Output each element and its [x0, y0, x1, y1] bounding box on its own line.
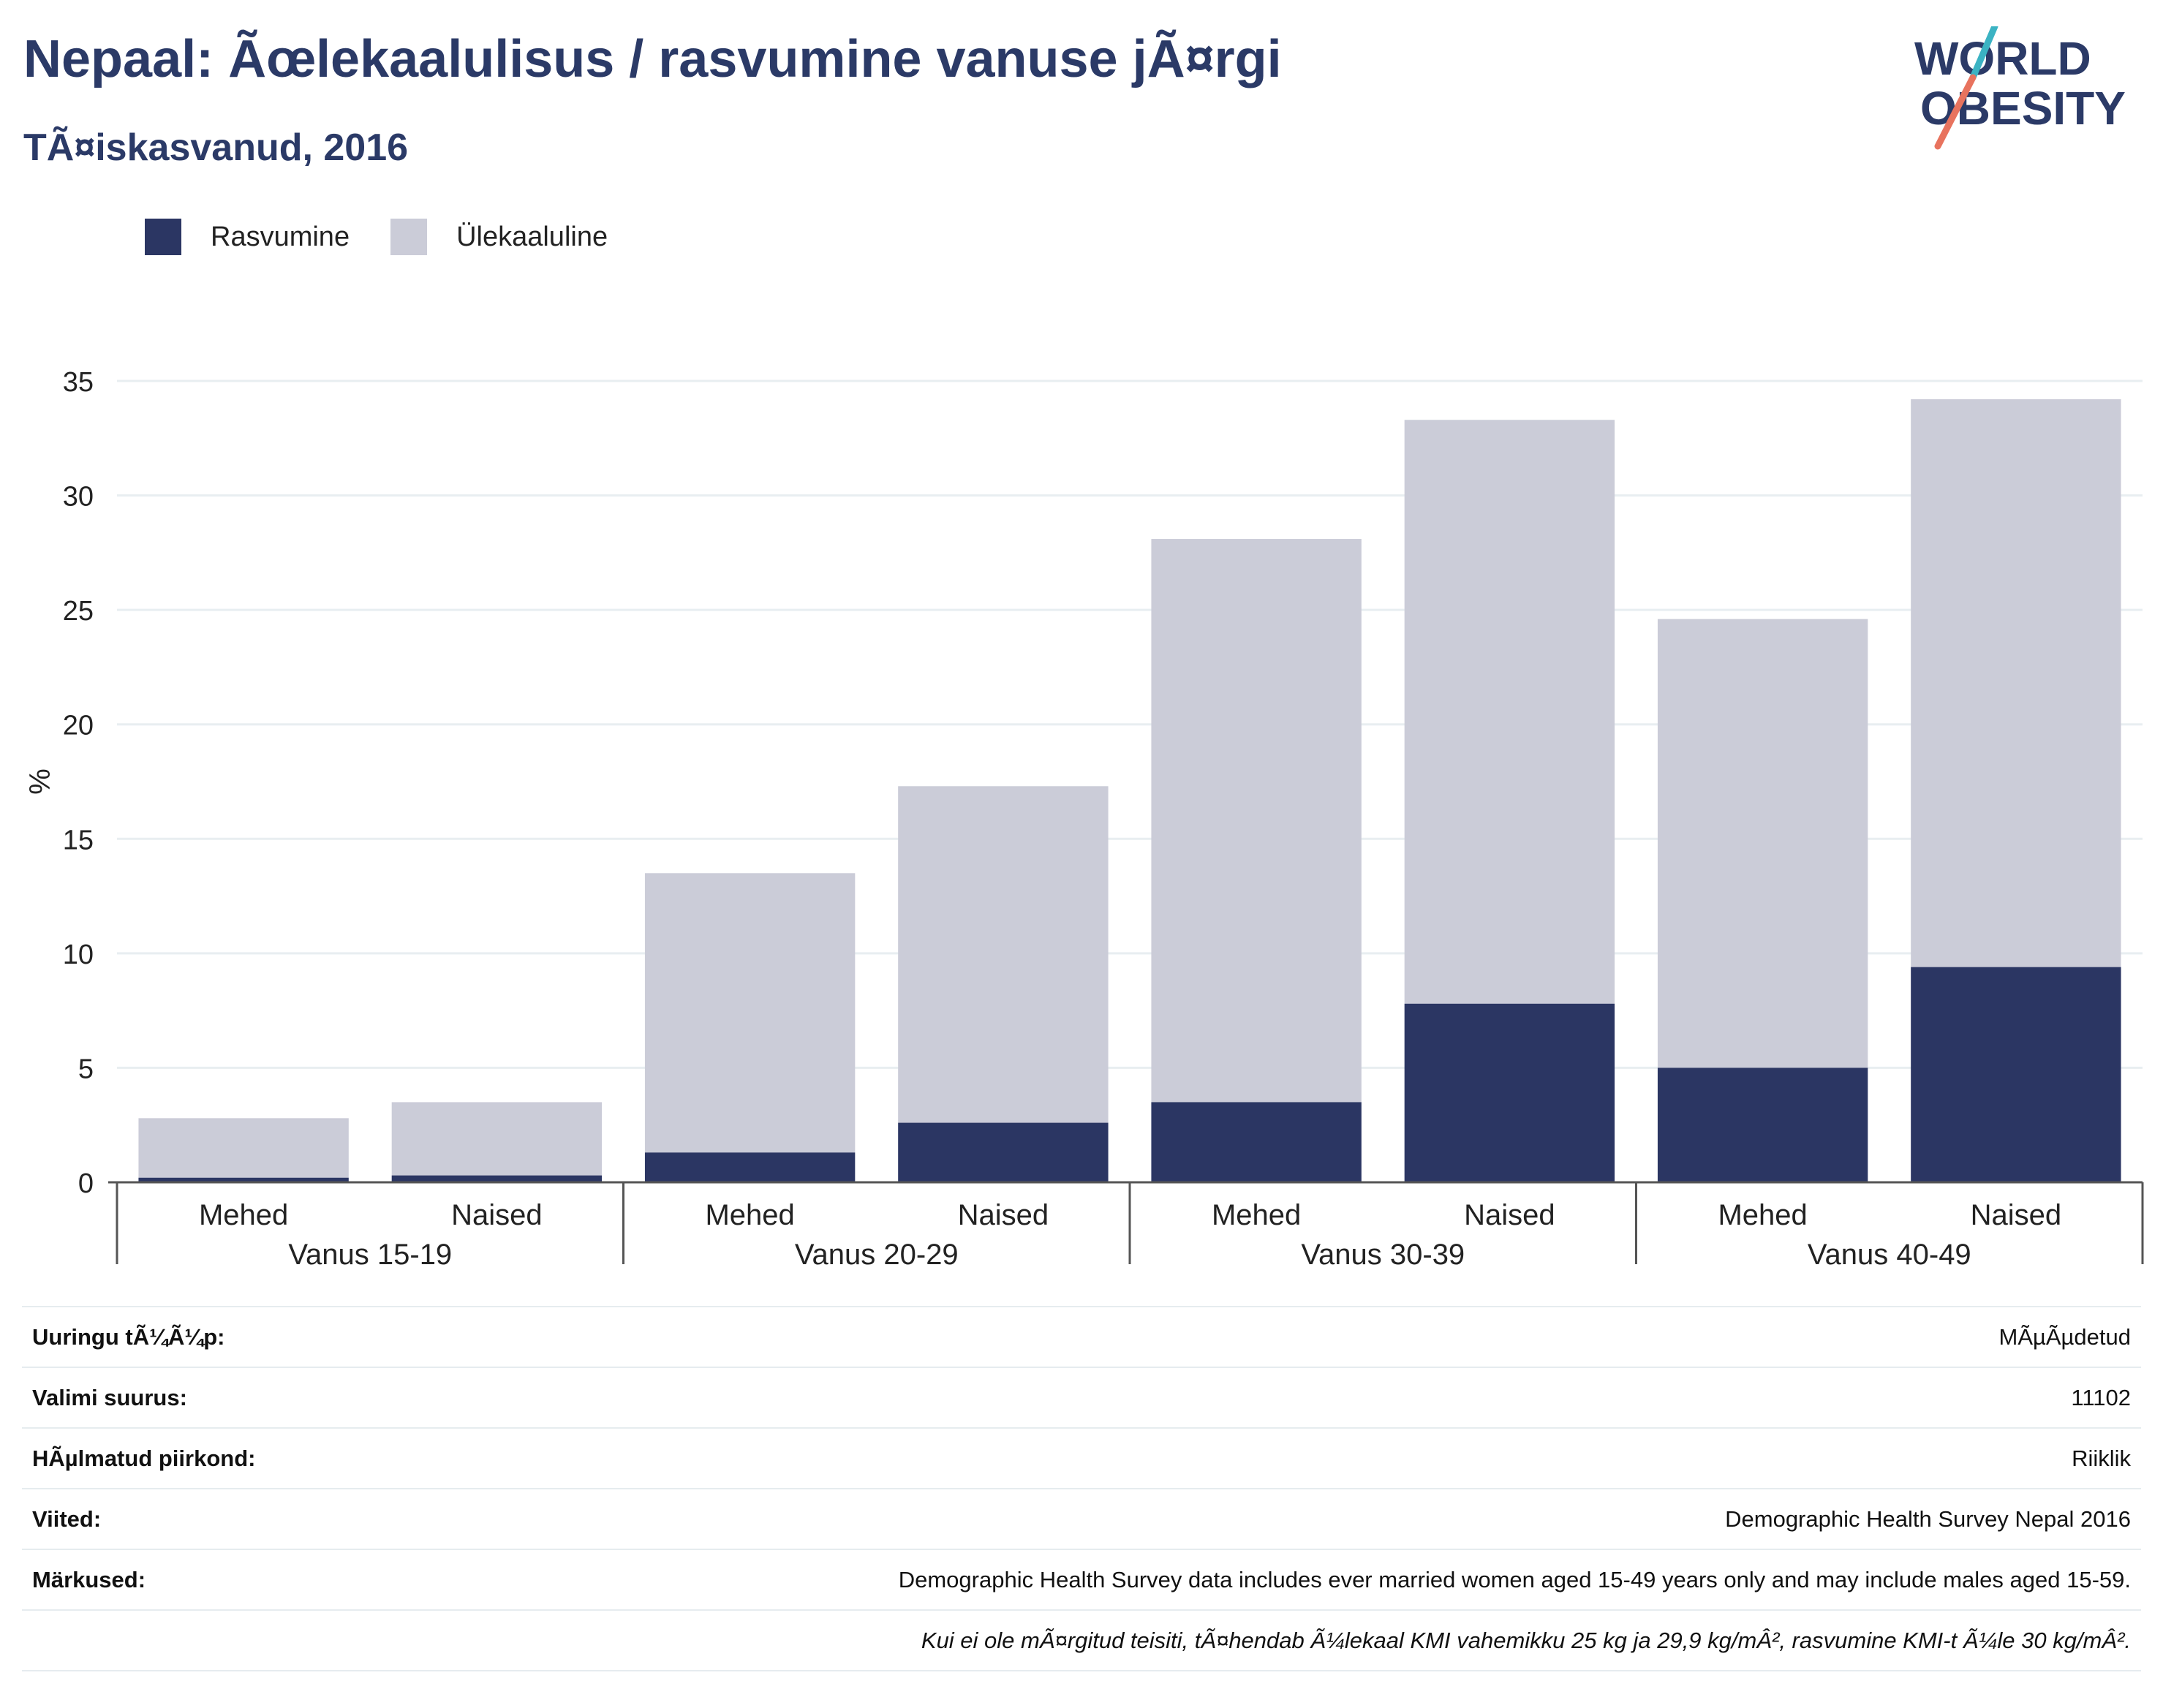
bar-overweight [1657, 619, 1868, 1068]
info-key: HÃµlmatud piirkond: [32, 1445, 256, 1471]
legend-item-overweight: Ülekaaluline [390, 219, 608, 255]
world-obesity-logo: WORLD OBESITY [1914, 26, 2126, 150]
y-tick-label: 0 [78, 1168, 94, 1199]
info-row-references: Viited: Demographic Health Survey Nepal … [22, 1489, 2141, 1549]
y-tick-label: 5 [78, 1054, 94, 1084]
info-key-empty [22, 1610, 367, 1671]
page-title: Nepaal: Ãœlekaalulisus / rasvumine vanus… [23, 30, 1282, 88]
bar-obesity [1911, 967, 2121, 1182]
bar-overweight [1911, 399, 2121, 967]
page-subtitle: TÃ¤iskasvanud, 2016 [23, 126, 409, 169]
x-category-label: Mehed [705, 1199, 794, 1231]
logo-slash-coral [1934, 74, 1977, 150]
x-category-label: Naised [451, 1199, 543, 1231]
legend-label-obesity: Rasvumine [211, 221, 350, 252]
info-row-sample-size: Valimi suurus: 11102 [22, 1367, 2141, 1428]
x-group-label: Vanus 30-39 [1301, 1239, 1465, 1271]
bar-obesity [1657, 1068, 1868, 1182]
x-category-label: Mehed [1718, 1199, 1807, 1231]
bar-overweight [1404, 420, 1615, 1004]
chart-bars [138, 399, 2121, 1182]
info-value: Demographic Health Survey Nepal 2016 [1725, 1505, 2131, 1532]
legend-item-obesity: Rasvumine [145, 219, 350, 255]
info-key: Viited: [32, 1505, 102, 1532]
bar-obesity [391, 1175, 603, 1182]
x-category-label: Mehed [199, 1199, 288, 1231]
x-category-label: Mehed [1212, 1199, 1301, 1231]
x-group-label: Vanus 20-29 [795, 1239, 959, 1271]
y-tick-label: 30 [63, 482, 94, 513]
info-key: Valimi suurus: [32, 1384, 187, 1410]
info-key: Märkused: [32, 1566, 146, 1592]
bar-overweight [898, 786, 1109, 1123]
bar-overweight [1151, 539, 1362, 1103]
x-category-label: Naised [958, 1199, 1049, 1231]
y-tick-label: 10 [63, 940, 94, 970]
legend-swatch-overweight [390, 219, 428, 255]
x-group-label: Vanus 15-19 [288, 1239, 452, 1271]
logo-slash-teal [1969, 26, 1998, 81]
chart-legend: Rasvumine Ülekaaluline [145, 218, 649, 256]
bar-overweight [644, 873, 856, 1153]
y-tick-label: 35 [63, 367, 94, 398]
y-tick-label: 15 [63, 825, 94, 855]
y-tick-label: 25 [63, 596, 94, 627]
bar-obesity [1151, 1102, 1362, 1182]
info-row-coverage: HÃµlmatud piirkond: Riiklik [22, 1428, 2141, 1489]
x-category-label: Naised [1464, 1199, 1555, 1231]
bar-overweight [138, 1118, 349, 1178]
info-value: Demographic Health Survey data includes … [898, 1566, 2131, 1592]
info-value: Riiklik [2072, 1445, 2131, 1471]
info-key: Uuringu tÃ¼Ã¼p: [32, 1323, 225, 1350]
x-group-label: Vanus 40-49 [1808, 1239, 1971, 1271]
survey-info-table: Uuringu tÃ¼Ã¼p: MÃµÃµdetud Valimi suurus… [22, 1306, 2141, 1671]
info-value: 11102 [2071, 1384, 2131, 1410]
info-footnote: Kui ei ole mÃ¤rgitud teisiti, tÃ¤hendab … [921, 1627, 2131, 1653]
bar-obesity [1404, 1003, 1615, 1182]
bar-obesity [898, 1122, 1109, 1182]
info-row-survey-type: Uuringu tÃ¼Ã¼p: MÃµÃµdetud [22, 1307, 2141, 1367]
bar-obesity [138, 1177, 349, 1182]
legend-swatch-obesity [145, 219, 181, 255]
x-axis: Mehed Naised Mehed Naised Mehed Naised Mehed Na… [108, 1181, 2144, 1271]
y-axis-label: % [24, 768, 56, 795]
bar-overweight [391, 1102, 603, 1176]
info-value: MÃµÃµdetud [1998, 1323, 2131, 1350]
x-category-label: Naised [1971, 1199, 2062, 1231]
legend-label-overweight: Ülekaaluline [456, 221, 608, 252]
y-tick-label: 20 [63, 711, 94, 741]
info-row-footnote: Kui ei ole mÃ¤rgitud teisiti, tÃ¤hendab … [22, 1610, 2141, 1671]
bar-obesity [644, 1152, 856, 1182]
info-row-notes: Märkused: Demographic Health Survey data… [22, 1549, 2141, 1610]
y-axis-ticks: 0 5 10 15 20 25 30 35 [63, 367, 94, 1199]
logo-text-world: WORLD [1914, 32, 2091, 85]
